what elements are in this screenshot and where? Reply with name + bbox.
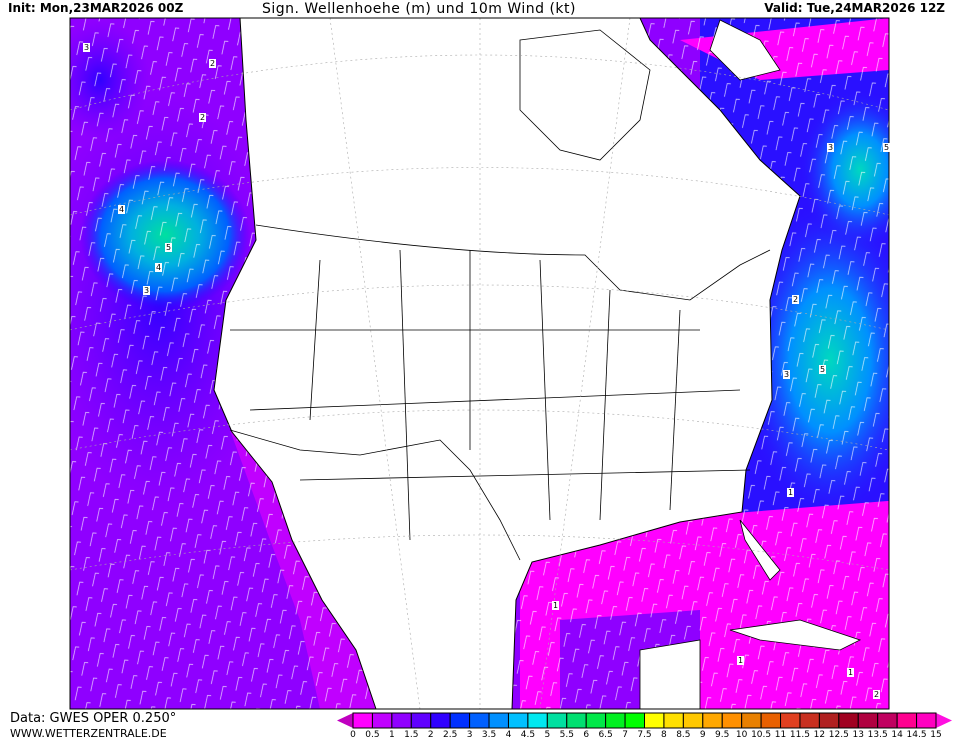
colorbar-tick-label: 13 [852, 730, 864, 740]
colorbar-tick-label: 7 [622, 730, 628, 740]
colorbar-tick-label: 4.5 [520, 730, 536, 740]
colorbar-bin [799, 712, 820, 729]
map-title: Sign. Wellenhoehe (m) und 10m Wind (kt) [262, 1, 576, 17]
land-mass [213, 18, 801, 709]
contour-label: 3 [784, 370, 789, 379]
colorbar-bin [916, 712, 937, 729]
colorbar-bin [546, 712, 568, 729]
colorbar-tick-label: 10.5 [751, 730, 772, 740]
contour-label: 4 [156, 263, 161, 272]
colorbar-tick-label: 9 [699, 730, 706, 740]
colorbar-bin [507, 712, 529, 729]
colorbar-tick-label: 8.5 [676, 730, 691, 740]
colorbar-tick-label: 1.5 [404, 730, 419, 740]
colorbar-bin [585, 712, 607, 729]
colorbar-tick-label: 12.5 [828, 730, 849, 740]
colorbar-bin [838, 712, 859, 729]
colorbar-tick-label: 5.5 [559, 730, 574, 740]
colorbar-tick-label: 2.5 [442, 730, 458, 740]
contour-label: 4 [119, 205, 124, 214]
colorbar-bin [352, 712, 373, 729]
colorbar-tick-label: 6 [583, 730, 590, 740]
colorbar-tick-label: 6.5 [598, 730, 613, 740]
colorbar-bin [644, 712, 665, 729]
contour-label: 1 [738, 656, 743, 665]
colorbar-tick-label: 14.5 [906, 730, 927, 740]
colorbar-bin [896, 712, 918, 729]
colorbar-tick-label: 5 [544, 730, 551, 740]
contour-label: 1 [553, 601, 558, 610]
colorbar-tick-label: 4 [505, 730, 512, 740]
colorbar-tick-label: 0 [350, 730, 356, 740]
colorbar-bin [566, 712, 587, 729]
colorbar-tick-label: 11.5 [789, 730, 810, 740]
colorbar-bin [780, 712, 801, 729]
colorbar-bin [469, 712, 490, 729]
colorbar-bin [488, 712, 509, 729]
contour-label: 2 [793, 295, 798, 304]
colorbar-bin [857, 712, 879, 729]
colorbar-tick-label: 14 [891, 730, 903, 740]
colorbar-bin [663, 712, 684, 729]
colorbar-bin [760, 712, 782, 729]
colorbar-under-arrow [337, 713, 353, 728]
colorbar-bin [682, 712, 704, 729]
colorbar-tick-label: 13.5 [867, 730, 888, 740]
contour-label: 5 [820, 365, 825, 374]
colorbar-bin [527, 712, 548, 729]
colorbar-bin [391, 712, 412, 729]
colorbar-tick-label: 3.5 [481, 730, 497, 740]
colorbar-bin [741, 712, 762, 729]
contour-label: 2 [210, 59, 215, 68]
colorbar-tick-label: 10 [735, 730, 748, 740]
colorbar-tick-label: 3 [466, 730, 473, 740]
contour-label: 5 [884, 143, 889, 152]
valid-time: Valid: Tue,24MAR2026 12Z [764, 1, 945, 15]
colorbar-bin [818, 712, 840, 729]
colorbar-bin [371, 712, 393, 729]
colorbar-tick-label: 2 [427, 730, 434, 740]
colorbar-bin [410, 712, 432, 729]
contour-label: 5 [166, 243, 171, 252]
colorbar-bin [702, 712, 723, 729]
colorbar-tick-label: 7.5 [637, 730, 652, 740]
colorbar-tick-label: 8 [661, 730, 667, 740]
colorbar-tick-label: 1 [388, 730, 395, 740]
map-frame [69, 17, 890, 710]
political-borders [229, 224, 771, 561]
contour-label: 1 [788, 488, 793, 497]
colorbar-bin [430, 712, 451, 729]
init-time: Init: Mon,23MAR2026 00Z [8, 1, 184, 15]
colorbar-bin [721, 712, 743, 729]
colorbar-bin [449, 712, 471, 729]
contour-label: 1 [848, 668, 853, 677]
contour-label: 2 [200, 113, 205, 122]
data-source: Data: GWES OPER 0.250° [10, 711, 177, 726]
contour-label: 3 [84, 43, 89, 52]
colorbar-tick-label: 0.5 [365, 730, 380, 740]
colorbar-tick-label: 11 [774, 730, 787, 740]
colorbar-bin [877, 712, 898, 729]
contour-label: 3 [144, 286, 149, 295]
colorbar-tick-label: 12 [813, 730, 826, 740]
colorbar-over-arrow [936, 713, 952, 728]
lat-lon-grid [70, 18, 889, 709]
website-credit: WWW.WETTERZENTRALE.DE [10, 727, 167, 740]
colorbar-bin [605, 712, 626, 729]
colorbar-bin [624, 712, 645, 729]
contour-label: 3 [828, 143, 833, 152]
colorbar-tick-label: 15 [930, 730, 942, 740]
colorbar-tick-label: 9.5 [715, 730, 730, 740]
contour-label: 2 [874, 690, 879, 699]
